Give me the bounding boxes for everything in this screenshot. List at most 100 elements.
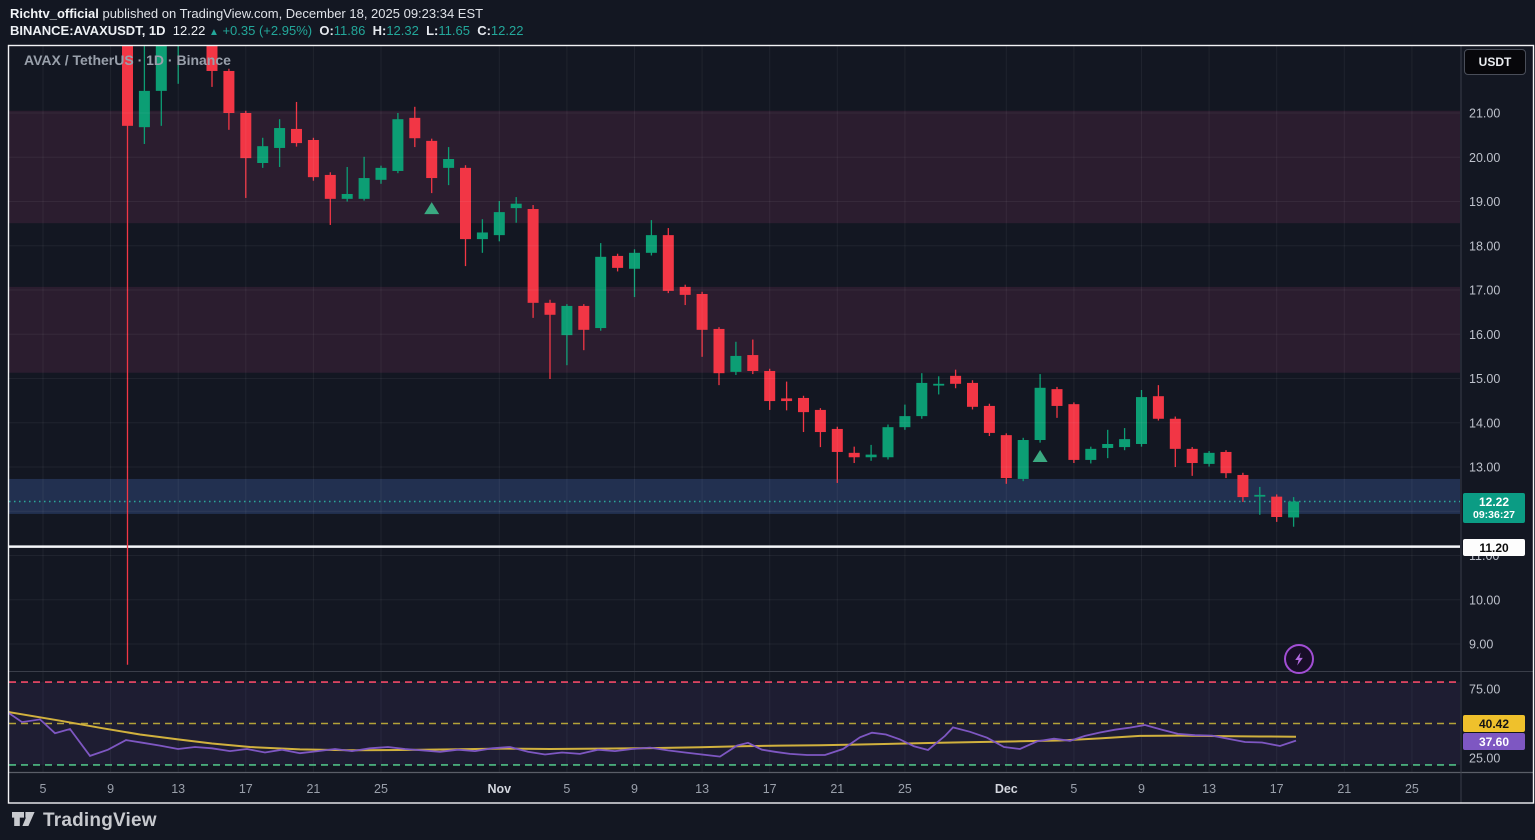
candlestick-series xyxy=(122,31,1300,665)
price-axis-label: 10.00 xyxy=(1469,593,1500,607)
price-axis-label: 16.00 xyxy=(1469,328,1500,342)
low-label: L: xyxy=(426,23,439,38)
symbol-quote-row: BINANCE:AVAXUSDT, 1D 12.22 ▲ +0.35 (+2.9… xyxy=(10,23,523,38)
candle xyxy=(1136,397,1147,444)
price-axis-label: 18.00 xyxy=(1469,239,1500,253)
rsi-axis-label: 25.00 xyxy=(1469,752,1500,766)
time-axis-label: 25 xyxy=(1405,782,1419,796)
resistance-zone xyxy=(9,110,1460,224)
candle xyxy=(173,31,184,35)
candle xyxy=(595,256,607,329)
candle xyxy=(1085,448,1097,460)
lightning-icon[interactable] xyxy=(1284,644,1314,674)
candle xyxy=(122,46,133,126)
time-axis-label: 25 xyxy=(374,782,388,796)
candle xyxy=(307,139,319,178)
price-change: +0.35 (+2.95%) xyxy=(222,23,313,38)
candle xyxy=(493,212,505,236)
symbol-label: BINANCE:AVAXUSDT, 1D xyxy=(10,23,166,38)
candle xyxy=(155,46,167,91)
time-axis-label: 9 xyxy=(631,782,638,796)
candle xyxy=(831,428,843,452)
time-axis-label: 13 xyxy=(1202,782,1216,796)
price-axis-label: 14.00 xyxy=(1469,416,1500,430)
high-value: 12.32 xyxy=(386,23,419,38)
open-value: 11.86 xyxy=(333,23,366,38)
candle xyxy=(865,454,877,458)
candle xyxy=(240,113,252,159)
currency-toggle-button[interactable]: USDT xyxy=(1464,49,1526,75)
candle xyxy=(1271,496,1283,518)
tradingview-logo[interactable]: TradingView xyxy=(12,810,157,832)
candle xyxy=(138,90,150,128)
rsi-ma-line xyxy=(9,711,1297,752)
last-price-badge: 12.22 09:36:27 xyxy=(1463,493,1525,523)
lightning-bolt-glyph xyxy=(1295,652,1303,666)
candle xyxy=(578,305,590,330)
candle xyxy=(1051,389,1063,406)
price-axis-label: 21.00 xyxy=(1469,107,1500,121)
tradingview-logo-text: TradingView xyxy=(43,810,157,831)
candle xyxy=(324,174,336,199)
rsi-line xyxy=(9,712,1297,758)
candle xyxy=(950,375,962,384)
high-label: H: xyxy=(372,23,387,38)
byline-text: published on TradingView.com, December 1… xyxy=(98,6,484,21)
rsi-axis-label: 75.00 xyxy=(1469,683,1500,697)
candle xyxy=(274,128,286,148)
candle xyxy=(392,119,404,171)
candle xyxy=(696,293,708,330)
candle xyxy=(629,252,640,269)
candle xyxy=(1102,443,1114,448)
price-axis-label: 19.00 xyxy=(1469,195,1500,209)
triangle-up-marker xyxy=(1032,449,1048,462)
candle xyxy=(814,409,826,433)
time-axis-label: 21 xyxy=(306,782,320,796)
candle xyxy=(375,167,387,180)
candle xyxy=(257,146,269,164)
candle xyxy=(409,117,421,139)
candle xyxy=(1017,440,1029,479)
time-axis-label: 21 xyxy=(830,782,844,796)
candle xyxy=(933,383,945,386)
candle xyxy=(781,398,793,402)
time-axis-label: 17 xyxy=(239,782,253,796)
candle xyxy=(612,255,624,268)
candle xyxy=(882,427,894,458)
rsi-ma-badge: 40.42 xyxy=(1463,715,1525,732)
hline-price-badge: 11.20 xyxy=(1463,539,1525,556)
candle xyxy=(899,416,911,428)
candle xyxy=(527,209,539,303)
candle xyxy=(341,193,353,199)
price-axis-label: 17.00 xyxy=(1469,284,1500,298)
time-axis-label: Nov xyxy=(487,782,511,796)
axis-labels: 21.00 20.00 19.00 18.00 17.00 16.00 15.00 14.00… xyxy=(40,107,1501,797)
candle xyxy=(1186,448,1198,464)
price-axis-label: 20.00 xyxy=(1469,151,1500,165)
last-price: 12.22 xyxy=(172,23,206,38)
candle xyxy=(662,235,674,291)
support-zone xyxy=(9,478,1460,514)
candle xyxy=(1203,452,1215,464)
time-axis-label: 17 xyxy=(1270,782,1284,796)
candle xyxy=(679,286,691,295)
chart-legend-title[interactable]: AVAX / TetherUS · 1D · Binance xyxy=(24,52,231,68)
open-label: O: xyxy=(319,23,334,38)
candle xyxy=(1237,474,1249,498)
candle xyxy=(983,405,995,433)
time-axis-label: 9 xyxy=(107,782,114,796)
time-axis-label: Dec xyxy=(995,782,1018,796)
gridlines xyxy=(9,46,1460,772)
time-axis-label: 17 xyxy=(763,782,777,796)
candle xyxy=(544,302,556,315)
candle xyxy=(967,382,978,407)
time-axis-label: 21 xyxy=(1337,782,1351,796)
candle xyxy=(1034,387,1046,441)
candle xyxy=(1068,404,1080,460)
time-axis-label: 5 xyxy=(40,782,47,796)
price-axis-label: 9.00 xyxy=(1469,638,1493,652)
byline: Richtv_official published on TradingView… xyxy=(10,6,483,21)
candle xyxy=(291,128,302,144)
